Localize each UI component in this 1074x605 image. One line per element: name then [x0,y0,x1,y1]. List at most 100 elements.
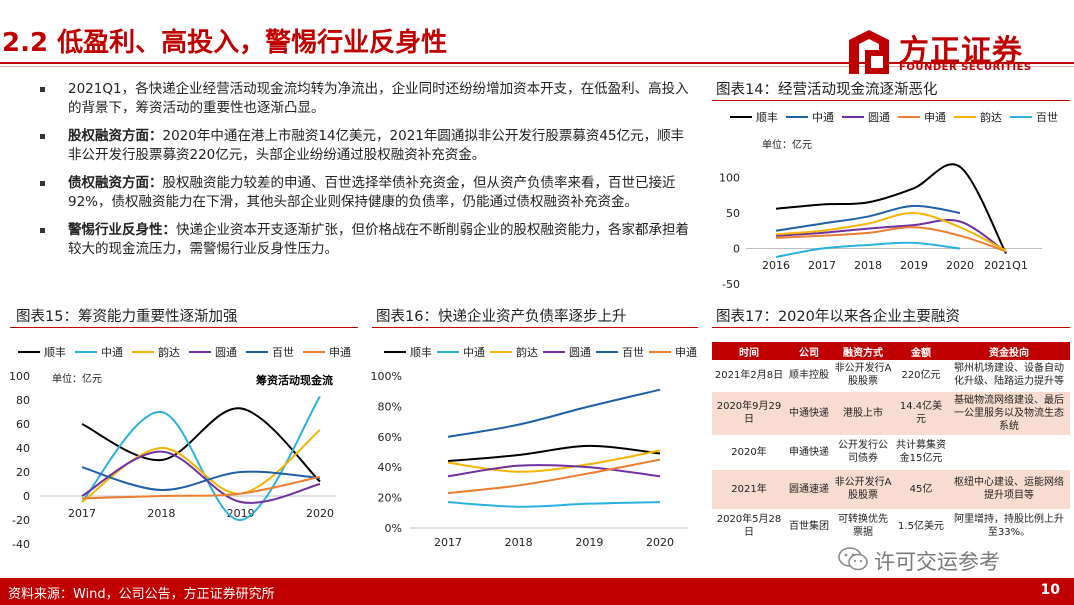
x-tick-label: 2020 [646,536,674,549]
series-line [447,464,661,478]
series-line [775,204,961,232]
footer-bar: 资料来源：Wind，公司公告，方正证券研究所 10 [0,578,1074,605]
y-tick-label: 100 [719,172,740,185]
fig14-rule [712,100,1070,101]
series-line [81,475,321,500]
table-cell: 中通快递 [786,391,832,436]
series-line [775,211,1007,252]
table-cell: 公开发行公司债券 [832,435,894,470]
column-header: 公司 [786,342,832,360]
legend-label: 顺丰 [44,346,66,359]
chart-fig14: 顺丰 中通 圆通 申通 韵达 百世 -50 0 50 100 2016 2017 2018 2019 202… [719,110,1058,291]
table-row: 2020年 申通快递 公开发行公司债券 共计募集资金15亿元 [712,435,1070,470]
x-tick-label: 2016 [762,259,790,272]
x-tick-label: 2017 [808,259,836,272]
slide-title: 2.2 低盈利、高投入，警惕行业反身性 [2,28,448,58]
legend-label: 圆通 [569,346,591,359]
bullet-item: 债权融资方面：股权融资能力较差的申通、百世选择举债补充资金，但从资产负债率来看，… [40,174,690,212]
series-line [775,226,1007,253]
wechat-icon [838,547,868,571]
table-cell: 45亿 [894,469,948,510]
x-tick-label: 2017 [68,507,96,520]
chart-fig15: 顺丰 中通 韵达 圆通 百世 申通 -40 -20 0 20 40 60 80 100 2017 2018 20… [9,345,351,551]
y-tick-label: 60% [378,431,402,444]
table-cell: 圆通速递 [786,469,832,510]
fig15-title: 图表15：筹资能力重要性逐渐加强 [16,309,238,325]
table-cell: 港股上市 [832,391,894,436]
legend-label: 圆通 [215,346,237,359]
title-divider [0,62,1074,64]
series-line [775,163,1007,254]
series-line [775,241,961,259]
x-tick-label: 2021Q1 [984,259,1028,272]
x-tick-label: 2019 [227,507,255,520]
table-cell: 2020年9月29日 [712,391,786,436]
x-tick-label: 2018 [505,536,533,549]
watermark-text: 许可交运参考 [874,550,1000,574]
y-tick-label: 80% [378,400,402,413]
bullet-item: 警惕行业反身性：快递企业资本开支逐渐扩张，但价格战在不断削弱企业的股权融资能力，… [40,221,690,259]
table-cell: 申通快递 [786,435,832,470]
y-tick-label: -50 [722,278,740,291]
y-tick-label: 0 [733,243,740,256]
series-line [775,219,1007,253]
fig16-title: 图表16：快递企业资产负债率逐步上升 [376,309,627,325]
table-cell: 顺丰控股 [786,360,832,392]
table-cell [948,435,1070,470]
legend-label: 韵达 [980,110,1002,124]
legend-label: 百世 [622,346,644,359]
fig16-rule [372,327,698,328]
y-tick-label: 20% [378,492,402,505]
x-tick-label: 2019 [900,259,928,272]
series-line [81,395,321,522]
legend-label: 圆通 [868,111,890,124]
legend-label: 中通 [463,346,485,359]
series-line [447,444,661,463]
logo-text-en: FOUNDER SECURITIES [899,62,1032,73]
legend-label: 百世 [272,346,294,359]
unit-label: 单位：亿元 [762,138,812,151]
y-tick-label: 80 [16,394,30,407]
legend-label: 韵达 [158,345,180,359]
legend-label: 中通 [101,346,123,359]
column-header: 融资方式 [832,342,894,360]
bullet-item: 股权融资方面：2020年中通在港上市融资14亿美元，2021年圆通拟非公开发行股… [40,127,690,165]
series-line [447,449,661,473]
column-header: 时间 [712,342,786,360]
table-cell: 非公开发行A股股票 [832,469,894,510]
table-cell: 2021年2月8日 [712,360,786,392]
fig17-rule [712,327,1070,328]
y-tick-label: 60 [16,418,30,431]
series-line [81,429,321,503]
column-header: 金额 [894,342,948,360]
bullet-list: 2021Q1，各快递企业经营活动现金流均转为净流出，企业同时还纷纷增加资本开支，… [40,80,690,268]
legend-label: 申通 [924,111,946,124]
legend-label: 韵达 [516,345,538,359]
table-cell: 1.5亿美元 [894,509,948,544]
page-number: 10 [1040,582,1060,598]
legend-label: 顺丰 [756,111,778,124]
table-cell: 14.4亿美元 [894,391,948,436]
legend-label: 顺丰 [410,346,432,359]
y-tick-label: 100 [9,370,30,383]
y-tick-label: 0 [23,490,30,503]
founder-logo-icon [849,30,889,74]
title-divider-thin [0,66,1074,67]
fig15-rule [10,327,358,328]
legend-label: 申通 [329,346,351,359]
y-tick-label: 100% [371,370,402,383]
y-tick-label: -20 [12,514,30,527]
table-cell: 阿里增持，持股比例上升至33%。 [948,509,1070,544]
table-cell: 220亿元 [894,360,948,392]
table-cell: 基础物流网络建设、最后一公里服务以及物流生态系统 [948,391,1070,436]
table-row: 2021年 圆通速递 非公开发行A股股票 45亿 枢纽中心建设、运能网络提升项目… [712,469,1070,510]
table-cell: 可转换优先票据 [832,509,894,544]
table-row: 2021年2月8日 顺丰控股 非公开发行A股股票 220亿元 鄂州机场建设、设备… [712,360,1070,392]
y-tick-label: 20 [16,466,30,479]
unit-label: 单位：亿元 [52,372,102,385]
legend-label: 百世 [1036,111,1058,124]
chart-fig16: 顺丰 中通 韵达 圆通 百世 申通 0% 20% 40% 60% 80% 100% 2017 2018 20… [371,345,697,549]
table-row: 2020年9月29日 中通快递 港股上市 14.4亿美元 基础物流网络建设、最后… [712,391,1070,436]
table-cell: 2020年 [712,435,786,470]
y-tick-label: 40 [16,442,30,455]
